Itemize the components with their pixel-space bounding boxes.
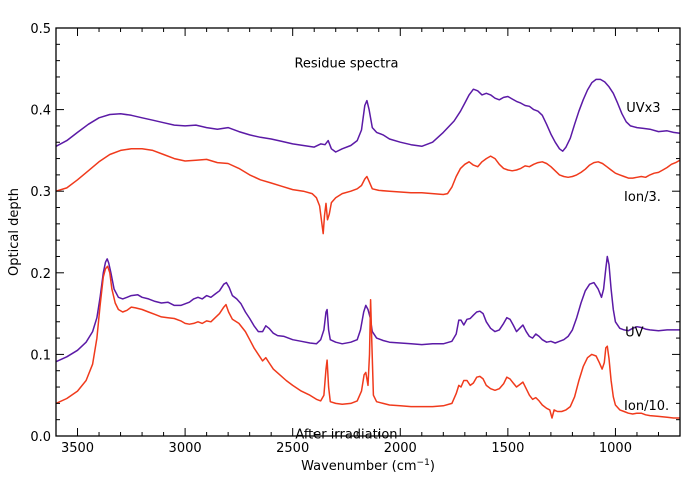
series-label-0: UVx3 [626,101,660,116]
series-label-3: Ion/10. [624,399,669,414]
x-tick-label: 3000 [169,441,202,456]
series-label-1: Ion/3. [624,190,661,205]
y-tick-label: 0.2 [30,267,51,282]
series-line-1 [56,148,680,235]
y-tick-label: 0.4 [30,104,51,119]
y-axis-title: Optical depth [7,188,22,276]
series-line-3 [56,265,680,419]
labels-layer: 3500 3000 2500 2000 1500 1000 0.0 0.1 0.2 0.3 0.4 0… [30,22,669,456]
x-tick-label: 1000 [599,441,632,456]
x-tick-label: 1500 [491,441,524,456]
y-tick-label: 0.0 [30,430,51,445]
annotation-0: Residue spectra [294,56,398,71]
x-axis-title-main: Wavenumber (cm [301,459,416,474]
series-line-0 [56,78,680,153]
plot-frame [55,27,681,437]
y-tick-label: 0.5 [30,22,51,37]
series-layer [56,78,680,419]
ticks-layer [55,27,681,437]
series-line-2 [56,255,680,363]
x-axis-title-close: ) [430,459,435,474]
y-tick-label: 0.1 [30,348,51,363]
x-axis-title-sup: −1 [417,458,430,468]
y-tick-label: 0.3 [30,185,51,200]
x-axis-title: Wavenumber (cm−1) [301,458,435,474]
annotation-1: After irradiation [295,428,397,443]
x-tick-label: 3500 [61,441,94,456]
series-label-2: UV [625,326,644,341]
x-tick-label: 2000 [384,441,417,456]
x-tick-label: 2500 [276,441,309,456]
